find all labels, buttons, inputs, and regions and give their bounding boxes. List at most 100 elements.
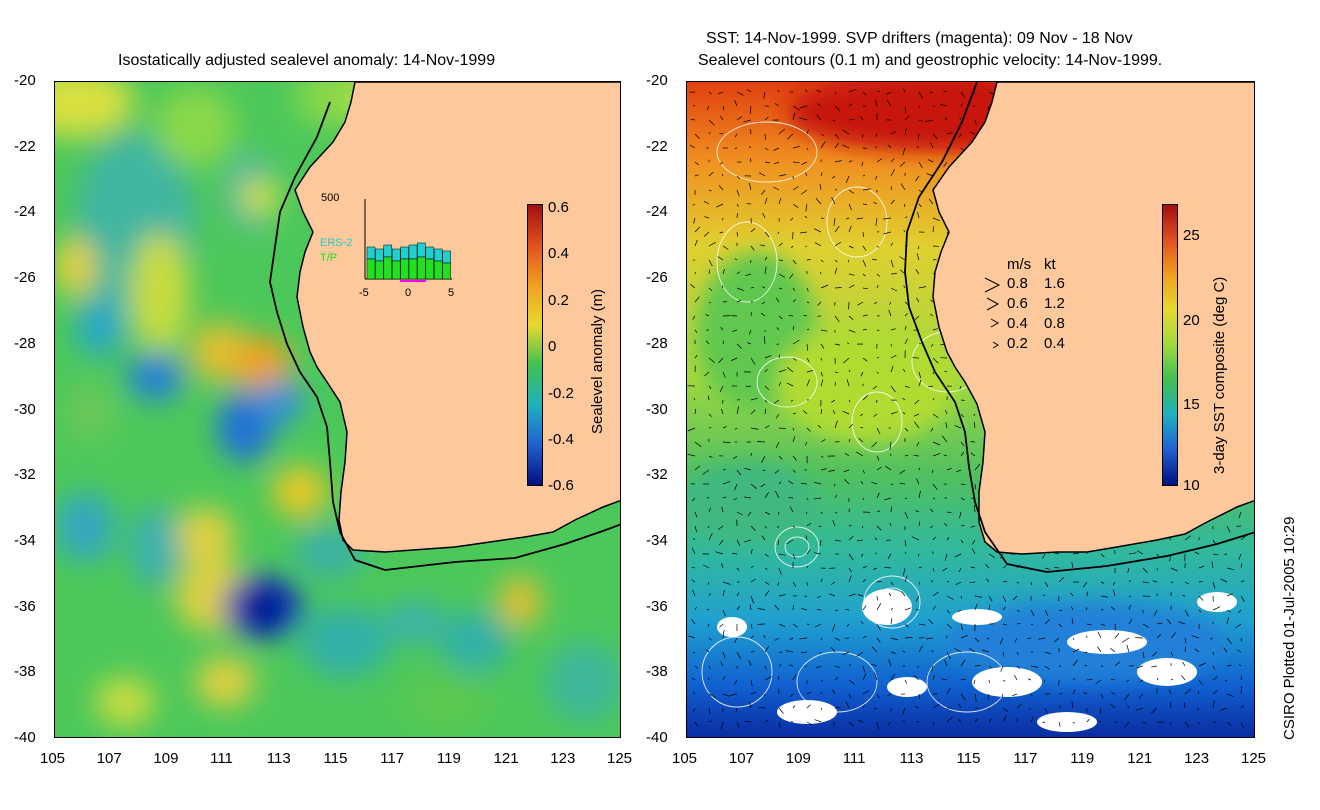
inset-bar-ers2 [383, 244, 393, 258]
left-panel-title: Isostatically adjusted sealevel anomaly:… [118, 52, 496, 69]
right-lon-tick: 125 [1241, 750, 1267, 767]
velocity-legend-ms-1: 0.6 [1007, 295, 1028, 312]
inset-bar-tp [433, 260, 443, 280]
right-lon-tick: 121 [1127, 750, 1153, 767]
sst-colorbar-label: 3-day SST composite (deg C) [1211, 276, 1228, 474]
right-lon-tick: 107 [728, 750, 754, 767]
sealevel-colorbar-label: Sealevel anomaly (m) [589, 288, 606, 434]
colorbar-tick-0.2: 0.2 [548, 292, 569, 309]
right-lon-tick: 119 [1070, 750, 1095, 767]
left-lat-tick: -32 [14, 466, 36, 484]
inset-bar-ers2 [417, 242, 426, 258]
right-lat-tick: -20 [646, 72, 668, 89]
right-panel-title-line2: Sealevel contours (0.1 m) and geostrophi… [698, 52, 1163, 69]
left-lon-tick: 117 [380, 750, 405, 767]
right-lat-tick: -34 [646, 531, 668, 549]
inset-legend-ers2: ERS-2 [320, 237, 353, 249]
inset-legend-tp: T/P [320, 252, 338, 264]
left-lon-tick: 121 [493, 750, 519, 767]
inset-bar-tp [366, 258, 376, 280]
colorbar-tick-neg0.6: -0.6 [548, 477, 574, 494]
velocity-legend-arrow-0.6 [985, 296, 1001, 317]
left-lat-tick: -38 [14, 663, 36, 681]
sst-colorbar-tick-20: 20 [1183, 312, 1200, 329]
bathymetry-contour-left [269, 101, 620, 571]
right-lon-tick: 113 [899, 750, 924, 767]
left-lon-tick: 123 [550, 750, 576, 767]
left-lat-tick: -20 [14, 72, 36, 89]
bathymetry-contour-right [904, 82, 1254, 573]
left-lat-tick: -30 [14, 400, 36, 418]
velocity-legend-ms-3: 0.2 [1007, 335, 1028, 352]
inset-bar-tp [425, 258, 435, 280]
right-lat-tick: -32 [646, 466, 668, 484]
sst-colorbar [1162, 204, 1178, 486]
sealevel-anomaly-map: 500 ERS-2 T/P -5 0 5 0.6 0.4 0.2 0 -0.2 … [54, 81, 621, 738]
left-lon-tick: 109 [153, 750, 179, 767]
left-lat-tick: -34 [14, 531, 36, 549]
right-lat-tick: -38 [646, 663, 668, 681]
right-lat-tick: -36 [646, 597, 668, 615]
left-lat-tick: -24 [14, 203, 36, 221]
left-lon-tick: 111 [210, 750, 233, 767]
right-panel-title-line1: SST: 14-Nov-1999. SVP drifters (magenta)… [706, 30, 1133, 47]
inset-bar-ers2 [400, 246, 409, 260]
left-lat-tick: -36 [14, 597, 36, 615]
velocity-legend-kt-2: 0.8 [1044, 315, 1065, 332]
velocity-legend-arrow-0.2 [992, 336, 1000, 354]
colorbar-tick-0.6: 0.6 [548, 199, 569, 216]
inset-bar-ers2 [425, 246, 435, 260]
right-lon-tick: 109 [785, 750, 811, 767]
velocity-legend-kt-3: 0.4 [1044, 335, 1065, 352]
colorbar-tick-neg0.2: -0.2 [548, 385, 574, 402]
left-lat-tick: -26 [14, 269, 36, 287]
velocity-legend-ms-2: 0.4 [1007, 315, 1028, 332]
inset-bar-tp [375, 260, 384, 280]
credit-label: CSIRO Plotted 01-Jul-2005 10:29 [1281, 516, 1298, 740]
inset-bar-ers2 [442, 250, 451, 264]
inset-ymax: 500 [321, 192, 340, 204]
sst-field [687, 82, 1254, 737]
inset-bar-tp [383, 256, 393, 280]
cloud-mask [717, 589, 1237, 732]
inset-bar-ers2 [366, 246, 376, 260]
left-lon-tick: 105 [40, 750, 66, 767]
right-lon-tick: 117 [1013, 750, 1038, 767]
colorbar-tick-0: 0 [548, 338, 557, 355]
sst-map: m/s kt 0.8 1.6 0.6 1.2 0.4 0.8 0.2 0.4 2… [686, 81, 1255, 738]
left-lon-tick: 125 [607, 750, 633, 767]
inset-bar-ers2 [375, 248, 384, 262]
velocity-legend-kt-1: 1.2 [1044, 295, 1065, 312]
velocity-legend-header-kt: kt [1044, 256, 1056, 273]
inset-bar-tp [400, 258, 409, 280]
sst-colorbar-tick-10: 10 [1183, 477, 1200, 494]
colorbar-tick-neg0.4: -0.4 [548, 431, 574, 448]
right-lat-tick: -26 [646, 269, 668, 287]
left-lon-tick: 107 [96, 750, 122, 767]
inset-bar-tp [408, 258, 418, 280]
inset-bar-ers2 [391, 248, 401, 262]
left-lat-tick: -40 [14, 729, 36, 746]
right-lat-tick: -22 [646, 137, 668, 155]
left-lon-tick: 119 [436, 750, 461, 767]
right-lat-tick: -24 [646, 203, 668, 221]
right-lat-tick: -28 [646, 334, 668, 352]
velocity-legend-arrow-0.8 [983, 276, 1001, 299]
right-lon-tick: 115 [956, 750, 981, 767]
left-lon-tick: 115 [323, 750, 348, 767]
inset-bar-tp [417, 256, 426, 280]
left-lon-tick: 113 [266, 750, 291, 767]
velocity-legend-header-ms: m/s [1007, 256, 1032, 273]
inset-xtick-5: 5 [448, 287, 455, 299]
velocity-legend-kt-0: 1.6 [1044, 275, 1065, 292]
colorbar-tick-0.4: 0.4 [548, 245, 569, 262]
sst-colorbar-tick-25: 25 [1183, 227, 1200, 244]
sealevel-anomaly-field [55, 82, 620, 737]
right-lat-tick: -30 [646, 400, 668, 418]
right-lat-tick: -40 [646, 729, 668, 746]
velocity-legend-ms-0: 0.8 [1007, 275, 1028, 292]
sst-colorbar-tick-15: 15 [1183, 396, 1200, 413]
right-lon-tick: 123 [1184, 750, 1210, 767]
sealevel-colorbar [527, 204, 543, 486]
inset-histogram [364, 199, 452, 282]
